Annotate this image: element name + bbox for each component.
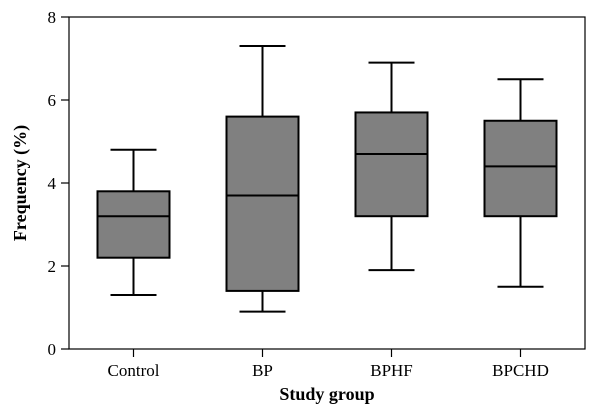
interquartile-box bbox=[354, 111, 429, 218]
box-bpchd bbox=[483, 78, 558, 288]
y-axis-title: Frequency (%) bbox=[10, 125, 31, 241]
interquartile-box bbox=[225, 115, 300, 292]
box-bphf bbox=[354, 61, 429, 272]
x-tick-label: Control bbox=[108, 361, 160, 380]
interquartile-box bbox=[96, 190, 171, 259]
y-tick-label: 8 bbox=[48, 8, 57, 27]
x-tick-label: BPCHD bbox=[492, 361, 549, 380]
interquartile-box bbox=[483, 119, 558, 218]
y-tick-label: 2 bbox=[48, 257, 57, 276]
y-tick-label: 0 bbox=[48, 340, 57, 359]
boxes-layer bbox=[96, 45, 558, 313]
y-tick-label: 4 bbox=[48, 174, 57, 193]
y-tick-label: 6 bbox=[48, 91, 57, 110]
x-tick-label: BP bbox=[252, 361, 273, 380]
x-tick-label: BPHF bbox=[370, 361, 413, 380]
x-axis: Control BP BPHF BPCHD bbox=[108, 349, 549, 380]
box-control bbox=[96, 148, 171, 297]
y-axis: 0 2 4 6 8 bbox=[48, 8, 69, 359]
x-axis-title: Study group bbox=[279, 384, 374, 404]
box-bp bbox=[225, 45, 300, 313]
